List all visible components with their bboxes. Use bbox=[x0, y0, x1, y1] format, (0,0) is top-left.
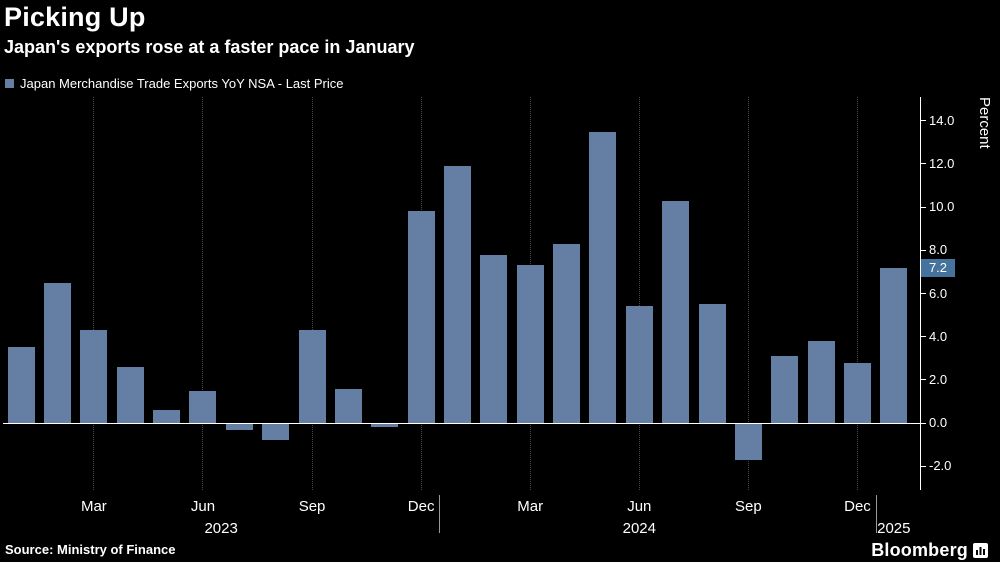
bar bbox=[444, 166, 471, 424]
bar bbox=[734, 423, 762, 460]
y-tick-label: -2.0 bbox=[929, 458, 952, 474]
x-tick-label: Sep bbox=[735, 498, 762, 515]
gridline-vertical bbox=[93, 97, 95, 490]
y-tick-label: 14.0 bbox=[929, 112, 955, 128]
bar bbox=[153, 410, 181, 424]
y-tick-label: 10.0 bbox=[929, 199, 955, 215]
x-tick-label: Dec bbox=[407, 498, 435, 515]
y-tick-label: 0.0 bbox=[929, 415, 948, 431]
y-tick bbox=[920, 336, 926, 338]
y-tick bbox=[920, 422, 926, 424]
y-tick bbox=[920, 206, 926, 208]
bar bbox=[7, 347, 35, 424]
y-tick-label: 8.0 bbox=[929, 242, 948, 258]
bar bbox=[262, 423, 290, 441]
x-tick-label: Mar bbox=[80, 498, 107, 515]
year-separator bbox=[875, 495, 877, 533]
bar bbox=[625, 306, 653, 424]
y-tick-label: 6.0 bbox=[929, 285, 948, 301]
bloomberg-terminal-icon bbox=[973, 543, 988, 558]
y-tick bbox=[920, 293, 926, 294]
y-axis-title: Percent bbox=[976, 97, 993, 149]
bar bbox=[44, 282, 72, 424]
bar bbox=[553, 243, 581, 424]
legend: Japan Merchandise Trade Exports YoY NSA … bbox=[5, 76, 344, 91]
x-tick-label: Sep bbox=[298, 498, 326, 515]
zero-line bbox=[3, 422, 920, 424]
y-tick bbox=[920, 465, 926, 467]
bar bbox=[516, 265, 544, 424]
gridline-vertical bbox=[311, 97, 313, 490]
gridline-vertical bbox=[856, 97, 858, 490]
bar bbox=[298, 330, 326, 424]
x-tick-label: Dec bbox=[844, 498, 871, 515]
y-tick-label: 4.0 bbox=[929, 328, 948, 344]
year-label: 2024 bbox=[622, 520, 656, 537]
bloomberg-logo: Bloomberg bbox=[871, 540, 988, 561]
bar bbox=[662, 200, 690, 424]
gridline-vertical bbox=[747, 97, 749, 490]
y-tick bbox=[920, 379, 926, 381]
bar bbox=[80, 330, 108, 424]
y-tick bbox=[920, 163, 926, 165]
y-tick-label: 12.0 bbox=[929, 155, 955, 171]
bar bbox=[698, 304, 726, 424]
year-separator bbox=[439, 495, 441, 533]
bar bbox=[807, 341, 835, 424]
x-tick-label: Mar bbox=[517, 498, 544, 515]
bar bbox=[116, 366, 144, 424]
gridline-vertical bbox=[202, 97, 204, 490]
bar bbox=[880, 267, 908, 424]
x-tick-label: Jun bbox=[190, 498, 216, 515]
gridline-vertical bbox=[638, 97, 640, 490]
bar bbox=[371, 423, 399, 428]
bar bbox=[225, 423, 253, 430]
x-tick-label: Jun bbox=[627, 498, 652, 515]
source-note: Source: Ministry of Finance bbox=[5, 542, 176, 557]
bar bbox=[480, 254, 508, 424]
y-tick bbox=[920, 249, 926, 251]
year-label: 2025 bbox=[877, 520, 911, 537]
y-tick-label: 2.0 bbox=[929, 371, 948, 387]
bar bbox=[189, 390, 217, 424]
last-price-badge: 7.2 bbox=[921, 258, 955, 277]
bloomberg-wordmark: Bloomberg bbox=[871, 540, 968, 560]
bar bbox=[771, 356, 799, 424]
chart-subtitle: Japan's exports rose at a faster pace in… bbox=[4, 37, 415, 57]
bar bbox=[589, 131, 617, 424]
bar bbox=[407, 211, 435, 424]
legend-swatch-icon bbox=[5, 79, 14, 88]
year-label: 2023 bbox=[204, 520, 238, 537]
y-tick bbox=[920, 120, 926, 122]
bar bbox=[843, 362, 871, 424]
bar bbox=[334, 388, 362, 424]
chart-title: Picking Up bbox=[4, 2, 146, 32]
legend-label: Japan Merchandise Trade Exports YoY NSA … bbox=[20, 76, 344, 91]
